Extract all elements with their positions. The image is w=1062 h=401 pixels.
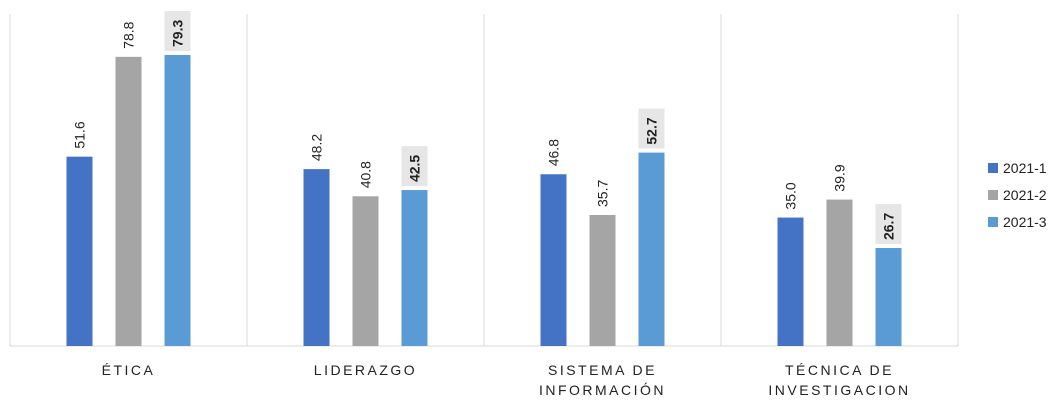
data-label-background <box>875 204 902 245</box>
data-label: 35.0 <box>783 182 799 209</box>
category-label: INVESTIGACION <box>768 382 910 398</box>
data-label: 78.8 <box>121 21 137 48</box>
data-label: 52.7 <box>644 117 660 144</box>
bar-2021-3-2 <box>638 152 665 346</box>
category-label: SISTEMA DE <box>548 362 657 378</box>
legend-swatch <box>988 217 998 227</box>
legend-swatch <box>988 163 998 173</box>
data-label: 46.8 <box>546 139 562 166</box>
legend-label: 2021-1 <box>1003 160 1047 176</box>
bar-2021-1-3 <box>777 217 804 346</box>
bar-2021-3-3 <box>875 248 902 346</box>
bar-2021-2-2 <box>589 214 616 346</box>
data-label: 35.7 <box>595 180 611 207</box>
bar-2021-2-0 <box>115 56 142 346</box>
data-label: 39.9 <box>832 164 848 191</box>
data-label: 42.5 <box>407 155 423 182</box>
bar-2021-3-1 <box>401 190 428 346</box>
bar-2021-1-2 <box>540 174 567 346</box>
data-label: 51.6 <box>72 121 88 148</box>
bar-2021-1-1 <box>303 169 330 346</box>
legend-label: 2021-3 <box>1003 214 1047 230</box>
bar-2021-2-1 <box>352 196 379 346</box>
data-label-background <box>401 146 428 187</box>
data-label: 26.7 <box>881 213 897 240</box>
category-label: ÉTICA <box>102 362 156 378</box>
data-label-background <box>638 108 665 149</box>
bar-2021-1-0 <box>66 156 93 346</box>
legend-swatch <box>988 190 998 200</box>
category-label: INFORMACIÓN <box>539 382 666 398</box>
data-label: 48.2 <box>309 134 325 161</box>
bar-2021-2-3 <box>826 199 853 346</box>
category-label: TÉCNICA DE <box>785 362 894 378</box>
bar-2021-3-0 <box>164 55 191 346</box>
data-label: 40.8 <box>358 161 374 188</box>
legend: 2021-1 2021-2 2021-3 <box>988 160 1047 230</box>
plot-area: 51.6 78.8 79.3 ÉTICA 48.2 40.8 42.5 LIDERAZGO 46… <box>9 11 959 398</box>
data-label: 79.3 <box>170 20 186 47</box>
category-label: LIDERAZGO <box>314 362 417 378</box>
data-label-background <box>164 11 191 51</box>
legend-label: 2021-2 <box>1003 187 1047 203</box>
